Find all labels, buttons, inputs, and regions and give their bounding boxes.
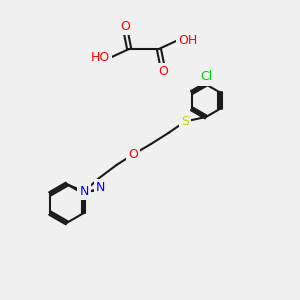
Text: S: S [181, 115, 189, 128]
Text: OH: OH [178, 34, 197, 46]
Text: N: N [96, 182, 105, 194]
Text: N: N [79, 185, 89, 198]
Text: O: O [158, 65, 168, 78]
Text: HO: HO [91, 51, 110, 64]
Text: O: O [120, 20, 130, 33]
Text: O: O [128, 148, 138, 161]
Text: Cl: Cl [200, 70, 212, 83]
